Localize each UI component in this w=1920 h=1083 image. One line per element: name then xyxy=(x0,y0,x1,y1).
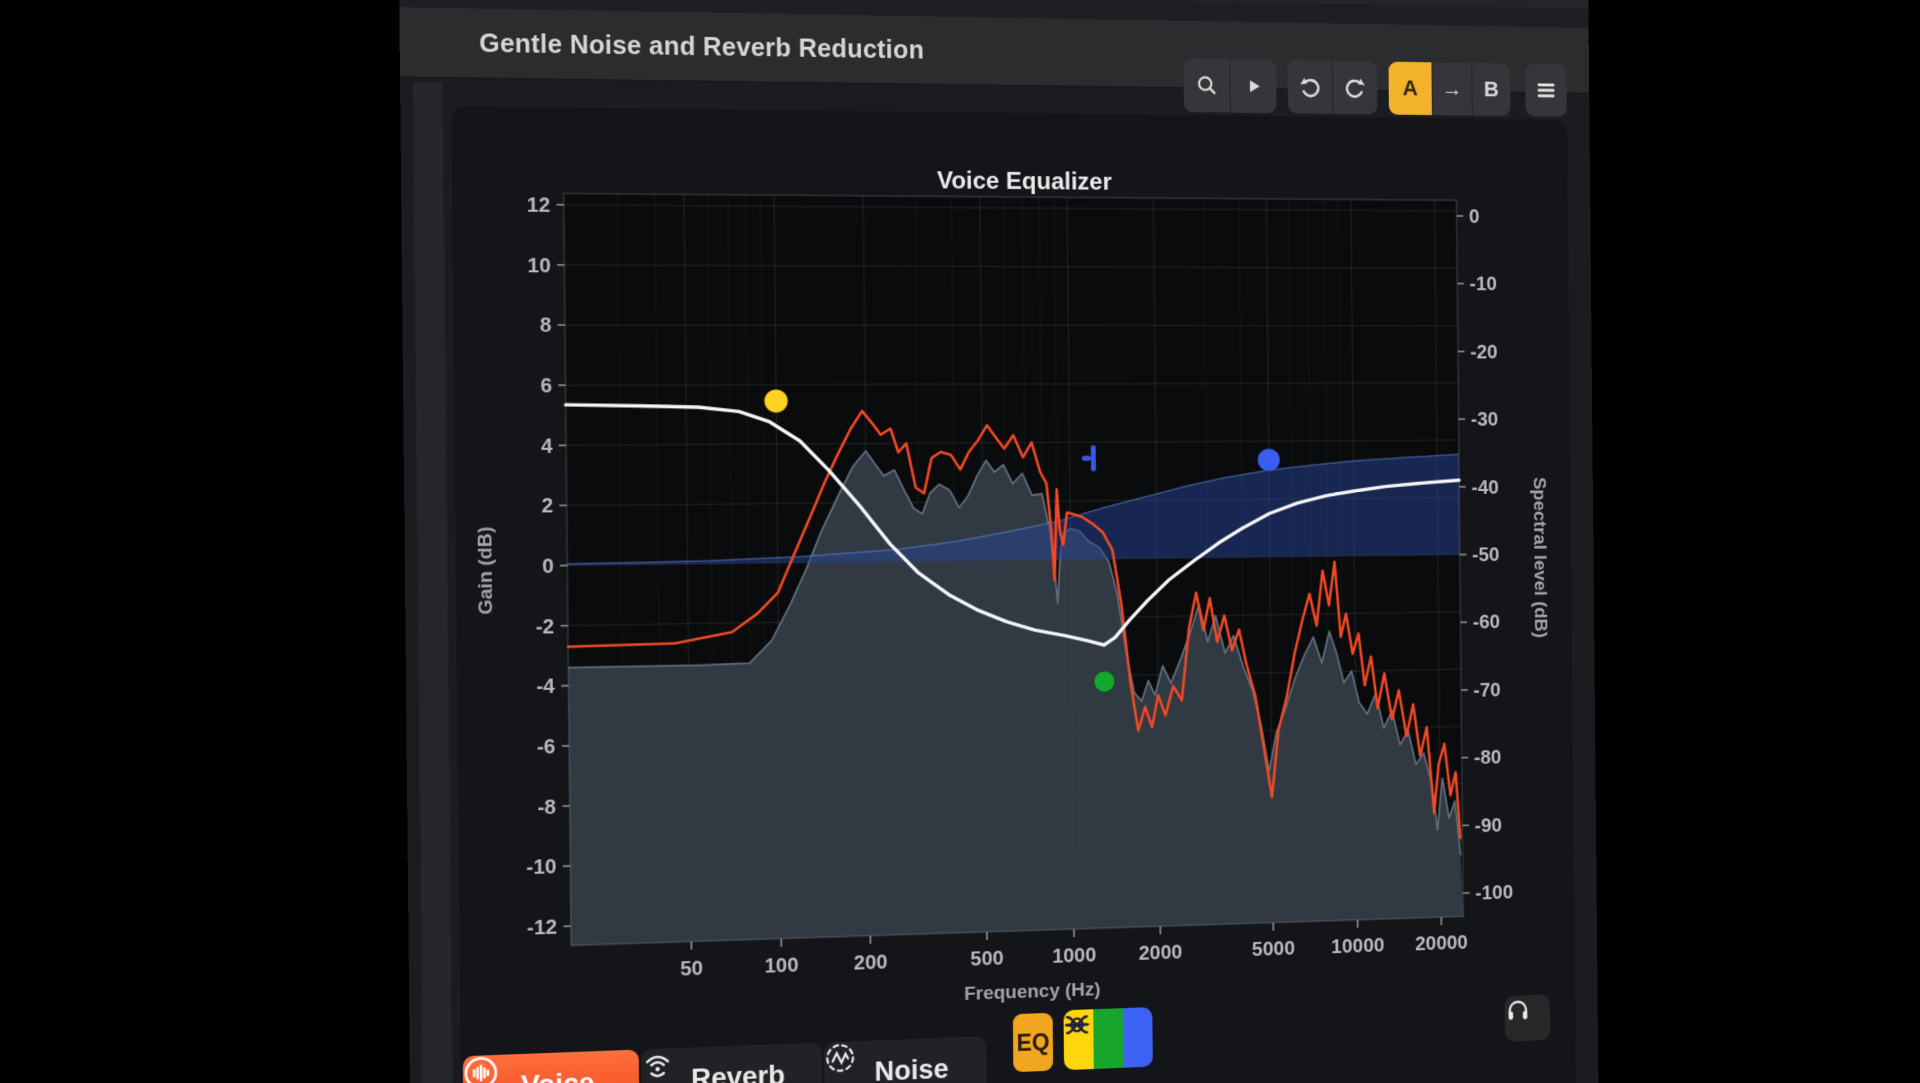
y-left-tick-label: -12 xyxy=(527,917,558,940)
y-right-tick-label: -80 xyxy=(1474,747,1502,769)
undo-button[interactable] xyxy=(1288,60,1333,114)
y-right-tick-label: -40 xyxy=(1471,477,1499,498)
tab-voice[interactable]: Voice xyxy=(462,1049,640,1083)
reduction-band xyxy=(566,454,1460,566)
band-split-marker[interactable] xyxy=(1090,445,1096,472)
menu-button-wrap xyxy=(1525,63,1567,117)
y-right-tick-label: 0 xyxy=(1469,207,1480,228)
band-split-marker-nub[interactable] xyxy=(1081,455,1091,461)
y-left-tick-label: -4 xyxy=(536,676,556,699)
x-tick-label: 50 xyxy=(680,958,703,981)
panel-splitter[interactable] xyxy=(412,81,454,1083)
y-right-tick-label: -60 xyxy=(1473,612,1501,634)
output-spectrum-fill xyxy=(566,447,1464,946)
low-shelf-handle[interactable] xyxy=(764,389,788,412)
x-tick-label: 200 xyxy=(854,952,888,975)
ab-a-label: A xyxy=(1402,75,1418,101)
hamburger-icon xyxy=(1534,77,1559,103)
x-tick-label: 10000 xyxy=(1331,935,1385,958)
y-left-tick-label: -10 xyxy=(526,856,557,879)
ab-b-label: B xyxy=(1483,76,1500,102)
ab-b-button[interactable]: B xyxy=(1471,62,1511,117)
y-left-tick-label: 10 xyxy=(527,255,551,277)
bell-handle[interactable] xyxy=(1094,671,1115,692)
y-left-tick-label: 0 xyxy=(542,556,554,578)
y-right-tick-label: -30 xyxy=(1471,409,1499,430)
tab-reverb-label: Reverb xyxy=(690,1059,786,1083)
tab-noise[interactable]: Noise xyxy=(823,1036,987,1083)
x-axis-title: Frequency (Hz) xyxy=(964,979,1101,1005)
search-group xyxy=(1183,58,1277,114)
search-icon xyxy=(1195,74,1219,98)
search-button[interactable] xyxy=(1183,59,1229,113)
chart-title: Voice Equalizer xyxy=(937,168,1113,196)
ab-a-button[interactable]: A xyxy=(1388,61,1432,116)
filter-type-group xyxy=(1063,1007,1153,1071)
y-left-tick-label: -8 xyxy=(537,796,556,819)
history-group xyxy=(1287,60,1378,115)
bell-filter-button[interactable] xyxy=(1093,1008,1124,1069)
y-right-tick-label: -100 xyxy=(1475,882,1513,904)
tab-voice-label: Voice xyxy=(521,1067,595,1083)
x-tick-label: 5000 xyxy=(1252,938,1295,961)
menu-button[interactable] xyxy=(1525,64,1567,117)
ab-compare-group: A → B xyxy=(1388,61,1511,117)
y-left-tick-label: 4 xyxy=(541,435,554,457)
y-right-tick-label: -70 xyxy=(1473,680,1501,702)
high-shelf-filter-button[interactable] xyxy=(1123,1007,1153,1068)
equalizer-card: Voice Equalizer 12 10 8 6 4 2 0 -2 -4 -6 -8 -10 -12 0… xyxy=(451,106,1577,1083)
eq-toggle-label: EQ xyxy=(1016,1028,1050,1056)
y-left-tick-label: 2 xyxy=(541,496,553,518)
ab-copy-button[interactable]: → xyxy=(1431,62,1472,116)
y-left-tick-label: -2 xyxy=(536,616,555,639)
gridline-h xyxy=(565,325,1458,326)
x-tick-label: 2000 xyxy=(1139,942,1183,965)
x-tick-label: 500 xyxy=(970,948,1004,971)
tab-reverb[interactable]: Reverb xyxy=(640,1042,823,1083)
y-left-tick-label: 8 xyxy=(540,315,552,337)
plugin-window: Gentle Noise and Reverb Reduction xyxy=(398,0,1599,1083)
preset-title: Gentle Noise and Reverb Reduction xyxy=(479,28,925,65)
eq-chart-svg: Voice Equalizer 12 10 8 6 4 2 0 -2 -4 -6 -8 -10 -12 0… xyxy=(475,168,1550,1005)
y-left-tick-label: 12 xyxy=(527,195,551,217)
y-axis-right-title: Spectral level (dB) xyxy=(1529,477,1550,638)
monitor-button[interactable] xyxy=(1504,994,1551,1042)
high-shelf-handle[interactable] xyxy=(1258,449,1281,472)
axis-ticks: 12 10 8 6 4 2 0 -2 -4 -6 -8 -10 -12 0 -10 -20 -30 -40 -50 -… xyxy=(526,195,1513,981)
tab-noise-label: Noise xyxy=(874,1053,949,1083)
preset-next-button[interactable] xyxy=(1229,59,1277,114)
redo-button[interactable] xyxy=(1331,60,1378,115)
y-right-tick-label: -90 xyxy=(1475,815,1503,837)
x-tick-label: 1000 xyxy=(1052,945,1096,968)
y-right-tick-label: -10 xyxy=(1469,274,1497,295)
arrow-right-icon: → xyxy=(1441,76,1463,101)
y-axis-left-title: Gain (dB) xyxy=(475,527,498,615)
x-tick-label: 100 xyxy=(764,955,798,978)
y-left-tick-label: -6 xyxy=(537,736,556,759)
redo-icon xyxy=(1343,75,1368,101)
y-right-tick-label: -20 xyxy=(1470,342,1498,363)
play-icon xyxy=(1244,76,1264,96)
eq-toggle-button[interactable]: EQ xyxy=(1012,1012,1054,1073)
y-right-tick-label: -50 xyxy=(1472,545,1500,566)
undo-icon xyxy=(1297,74,1322,100)
y-left-tick-label: 6 xyxy=(540,375,552,397)
x-tick-label: 20000 xyxy=(1415,932,1468,955)
